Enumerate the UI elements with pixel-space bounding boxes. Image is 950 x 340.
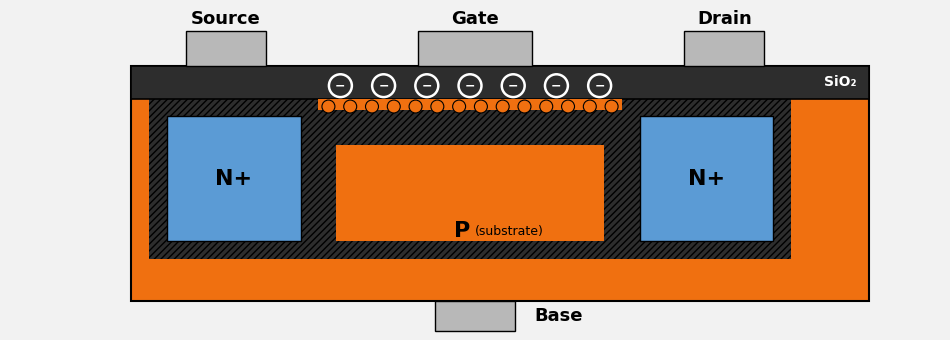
Circle shape: [583, 100, 597, 113]
Bar: [336, 145, 603, 241]
Circle shape: [605, 100, 618, 113]
Bar: [186, 31, 266, 66]
Bar: [131, 66, 869, 301]
Circle shape: [344, 100, 356, 113]
Text: N+: N+: [688, 169, 725, 189]
Circle shape: [452, 100, 466, 113]
Bar: [621, 99, 791, 259]
Circle shape: [474, 100, 487, 113]
Bar: [131, 66, 869, 99]
Text: P: P: [454, 221, 470, 241]
Bar: [418, 31, 532, 66]
Text: (substrate): (substrate): [475, 225, 543, 238]
Text: −: −: [595, 79, 605, 92]
Bar: [318, 99, 621, 259]
Circle shape: [388, 100, 400, 113]
Circle shape: [561, 100, 575, 113]
Circle shape: [409, 100, 422, 113]
Circle shape: [366, 100, 378, 113]
Circle shape: [518, 100, 531, 113]
Text: −: −: [378, 79, 389, 92]
Text: Base: Base: [535, 307, 583, 325]
Text: SiO₂: SiO₂: [825, 75, 857, 89]
Circle shape: [431, 100, 444, 113]
Text: −: −: [508, 79, 519, 92]
Bar: [149, 99, 318, 259]
Bar: [167, 116, 300, 241]
Text: −: −: [465, 79, 475, 92]
Bar: [435, 301, 515, 331]
Text: −: −: [422, 79, 432, 92]
Text: Gate: Gate: [451, 10, 499, 28]
Text: Source: Source: [191, 10, 260, 28]
Bar: [318, 99, 621, 110]
Circle shape: [322, 100, 335, 113]
Circle shape: [540, 100, 553, 113]
Bar: [639, 116, 773, 241]
Text: −: −: [335, 79, 346, 92]
Text: −: −: [551, 79, 561, 92]
Bar: [684, 31, 764, 66]
Circle shape: [496, 100, 509, 113]
Text: N+: N+: [215, 169, 253, 189]
Text: Drain: Drain: [697, 10, 751, 28]
